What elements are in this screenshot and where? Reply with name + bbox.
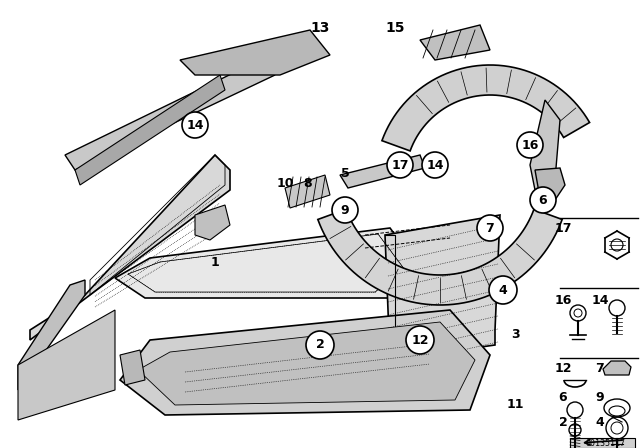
Polygon shape <box>603 361 631 375</box>
Circle shape <box>489 276 517 304</box>
Polygon shape <box>115 228 420 298</box>
Text: 1: 1 <box>211 255 220 268</box>
Text: 2: 2 <box>316 339 324 352</box>
Text: 14: 14 <box>186 119 204 132</box>
Circle shape <box>517 132 543 158</box>
Text: 6: 6 <box>559 392 567 405</box>
Polygon shape <box>382 65 589 151</box>
Text: 3: 3 <box>511 328 519 341</box>
Polygon shape <box>18 280 85 390</box>
Circle shape <box>387 152 413 178</box>
Circle shape <box>530 187 556 213</box>
Polygon shape <box>138 322 475 405</box>
Text: 8: 8 <box>304 177 312 190</box>
Polygon shape <box>420 25 490 60</box>
Text: 7: 7 <box>596 362 604 375</box>
Circle shape <box>477 215 503 241</box>
Polygon shape <box>180 30 330 75</box>
Polygon shape <box>65 60 275 170</box>
Circle shape <box>422 152 448 178</box>
Text: 17: 17 <box>391 159 409 172</box>
Text: 16: 16 <box>522 138 539 151</box>
Text: 12: 12 <box>412 333 429 346</box>
Polygon shape <box>530 100 560 190</box>
Polygon shape <box>18 310 115 420</box>
Text: 14: 14 <box>591 293 609 306</box>
Text: 15: 15 <box>385 21 404 35</box>
Text: 10: 10 <box>276 177 294 190</box>
Text: 13: 13 <box>310 21 330 35</box>
Polygon shape <box>120 310 490 415</box>
Polygon shape <box>195 205 230 240</box>
Polygon shape <box>570 438 635 448</box>
Text: 5: 5 <box>340 167 349 180</box>
Polygon shape <box>285 175 330 208</box>
Polygon shape <box>535 168 565 200</box>
Circle shape <box>182 112 208 138</box>
Polygon shape <box>340 155 425 188</box>
Polygon shape <box>120 350 145 385</box>
Text: 9: 9 <box>596 392 604 405</box>
Text: 4: 4 <box>499 284 508 297</box>
Circle shape <box>406 326 434 354</box>
Polygon shape <box>385 215 500 360</box>
Text: 12: 12 <box>554 362 572 375</box>
Text: 4: 4 <box>596 417 604 430</box>
Text: 00135117: 00135117 <box>585 439 625 448</box>
Text: 14: 14 <box>426 159 444 172</box>
Text: 2: 2 <box>559 417 568 430</box>
Text: 6: 6 <box>539 194 547 207</box>
Polygon shape <box>30 155 230 340</box>
Text: 17: 17 <box>554 221 572 234</box>
Text: 7: 7 <box>486 221 494 234</box>
Circle shape <box>332 197 358 223</box>
Polygon shape <box>318 209 562 305</box>
Text: 11: 11 <box>506 399 524 412</box>
Circle shape <box>306 331 334 359</box>
Text: 16: 16 <box>554 293 572 306</box>
Polygon shape <box>75 75 225 185</box>
Text: 9: 9 <box>340 203 349 216</box>
